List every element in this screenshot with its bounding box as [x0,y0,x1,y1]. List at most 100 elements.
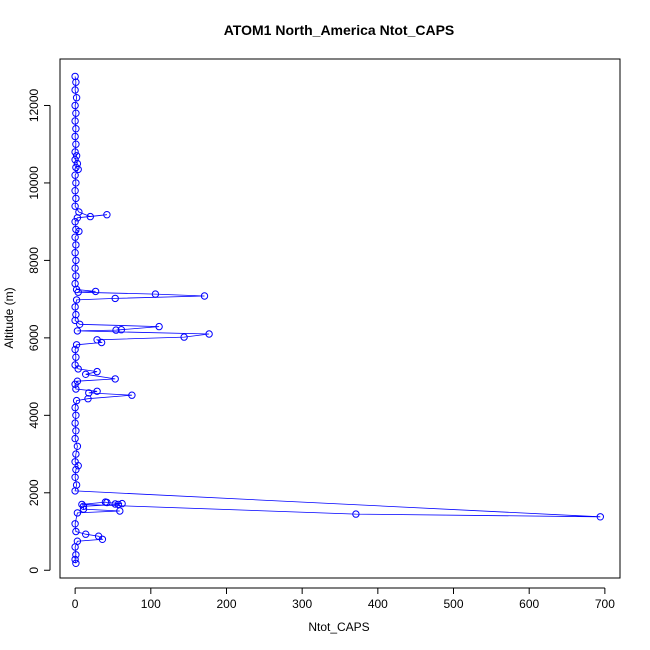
data-point [71,101,79,110]
x-tick-label: 0 [72,597,79,611]
data-point [103,498,111,507]
data-point [71,132,79,141]
data-point [71,171,79,179]
data-point [72,559,80,567]
data-point [72,450,80,458]
x-axis-label: Ntot_CAPS [308,620,369,634]
data-point [74,165,82,174]
data-point [72,109,80,117]
data-point [91,287,100,296]
data-point [72,385,80,393]
data-point [71,117,79,125]
data-point [71,303,79,311]
data-point [71,473,79,481]
y-tick-label: 8000 [27,247,41,274]
data-point [71,187,79,195]
data-series [71,72,604,567]
y-tick-label: 12000 [27,88,41,122]
data-point [72,256,80,265]
data-point [72,272,80,280]
data-point [79,502,88,510]
data-point [74,365,82,373]
data-point [72,241,80,249]
data-point [73,442,82,450]
data-point [72,353,80,361]
data-point [71,249,79,257]
data-point [111,375,119,383]
data-point [111,500,119,508]
data-point [72,396,81,405]
data-point [71,148,79,156]
data-point [71,86,79,94]
data-point [72,411,80,419]
data-point [72,310,80,319]
data-point [71,72,79,81]
data-point [84,395,92,403]
data-point [128,391,136,399]
data-point [72,427,80,435]
data-point [72,341,81,349]
data-point [72,163,80,172]
data-point [72,194,80,203]
data-point [596,513,604,521]
data-point [71,316,79,325]
data-point [103,211,111,219]
x-axis: 0 100 200 300 400 500 600 700 [72,587,615,611]
data-point [71,156,79,164]
x-tick-label: 500 [443,597,463,611]
data-point [93,387,101,395]
data-point [72,152,81,160]
data-point [114,500,123,509]
data-point [72,94,81,102]
x-tick-label: 400 [368,597,388,611]
x-tick-label: 600 [519,597,539,611]
y-tick-label: 2000 [27,479,41,506]
data-point [71,419,79,427]
series-line [74,76,601,564]
data-point [72,296,81,304]
data-point [205,330,213,338]
data-point [73,327,82,335]
data-point [82,370,90,378]
y-tick-label: 10000 [27,166,41,200]
data-point [180,333,188,341]
data-point [73,214,82,222]
data-point [74,462,82,470]
plot-area [59,58,621,579]
data-point [118,499,126,508]
data-point [71,264,79,272]
x-tick-label: 200 [216,597,236,611]
data-point [86,212,95,221]
data-point [117,326,126,334]
data-point [72,140,80,148]
data-point [352,510,360,518]
data-point [82,530,90,538]
data-point [71,434,79,443]
y-tick-label: 6000 [27,324,41,351]
data-point [112,326,120,334]
data-point [71,555,79,564]
data-point [71,218,79,226]
data-point [74,288,82,296]
x-tick-label: 700 [595,597,615,611]
data-point [73,159,82,168]
data-point [79,505,88,513]
chart-title: ATOM1 North_America Ntot_CAPS [224,22,455,38]
data-point [75,227,83,236]
data-point [71,543,79,551]
data-point [98,535,107,543]
data-point [72,179,80,187]
data-point [72,465,80,474]
y-tick-label: 4000 [27,402,41,429]
data-point [72,125,80,133]
data-point [111,294,119,303]
data-point [73,509,82,517]
data-point [78,500,86,509]
x-tick-label: 100 [141,597,161,611]
data-point [71,403,79,412]
data-point [72,551,80,559]
data-point [97,338,106,347]
data-point [72,78,80,86]
data-point [155,322,163,331]
